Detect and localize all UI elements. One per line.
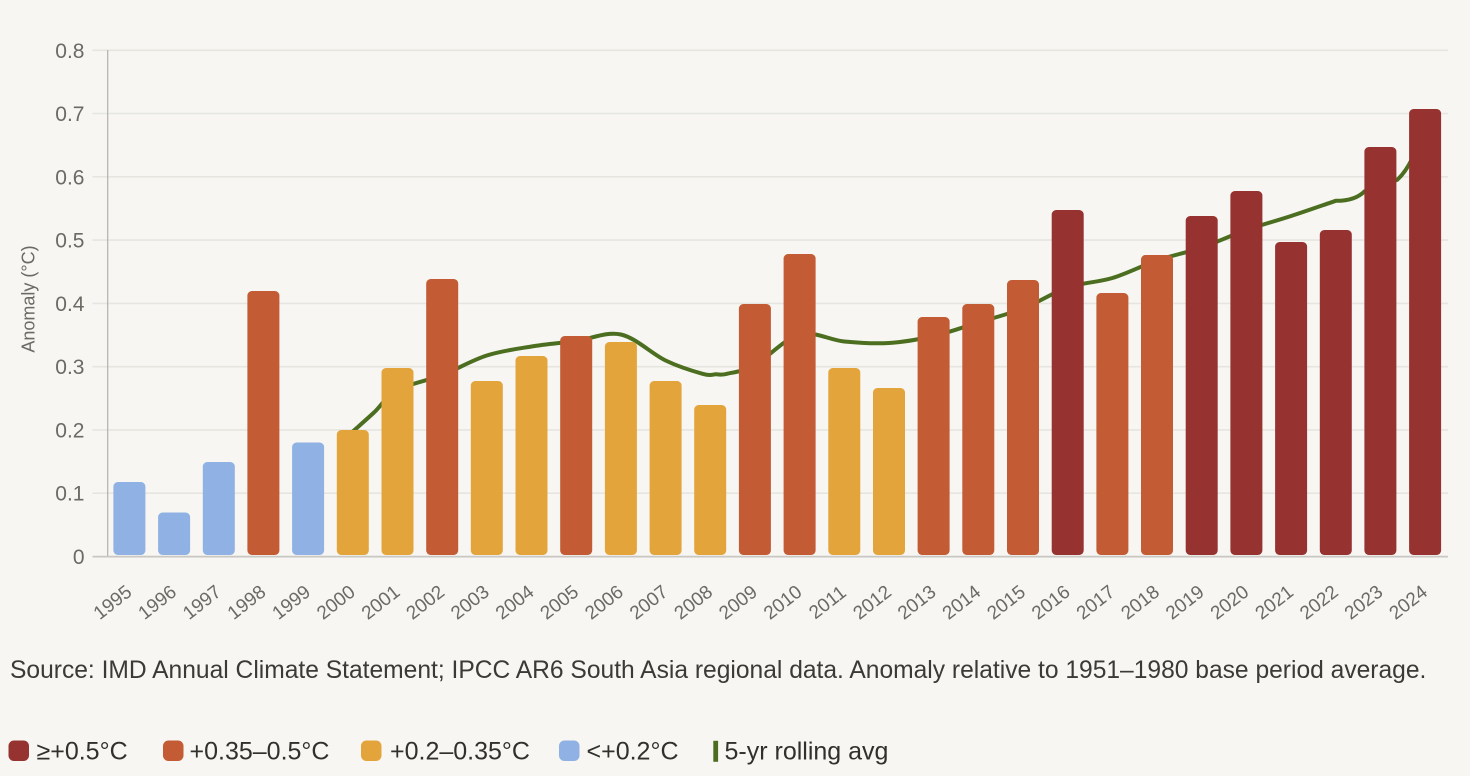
svg-text:0: 0 bbox=[73, 546, 85, 569]
svg-text:0.7: 0.7 bbox=[55, 103, 84, 126]
svg-text:0.2: 0.2 bbox=[55, 419, 84, 442]
svg-text:<+0.2°C: <+0.2°C bbox=[587, 738, 679, 766]
svg-text:5-yr rolling avg: 5-yr rolling avg bbox=[725, 738, 889, 766]
svg-text:0.1: 0.1 bbox=[55, 483, 84, 506]
svg-text:Anomaly (°C): Anomaly (°C) bbox=[19, 245, 39, 352]
svg-text:0.4: 0.4 bbox=[55, 293, 85, 316]
svg-text:+0.2–0.35°C: +0.2–0.35°C bbox=[390, 738, 530, 766]
svg-text:0.6: 0.6 bbox=[55, 166, 84, 189]
svg-text:Source: IMD Annual Climate Sta: Source: IMD Annual Climate Statement; IP… bbox=[10, 657, 1426, 684]
svg-text:0.5: 0.5 bbox=[55, 230, 84, 253]
svg-text:+0.35–0.5°C: +0.35–0.5°C bbox=[190, 738, 330, 766]
svg-text:≥+0.5°C: ≥+0.5°C bbox=[37, 738, 128, 766]
svg-text:0.3: 0.3 bbox=[55, 356, 84, 379]
svg-text:0.8: 0.8 bbox=[55, 40, 84, 63]
